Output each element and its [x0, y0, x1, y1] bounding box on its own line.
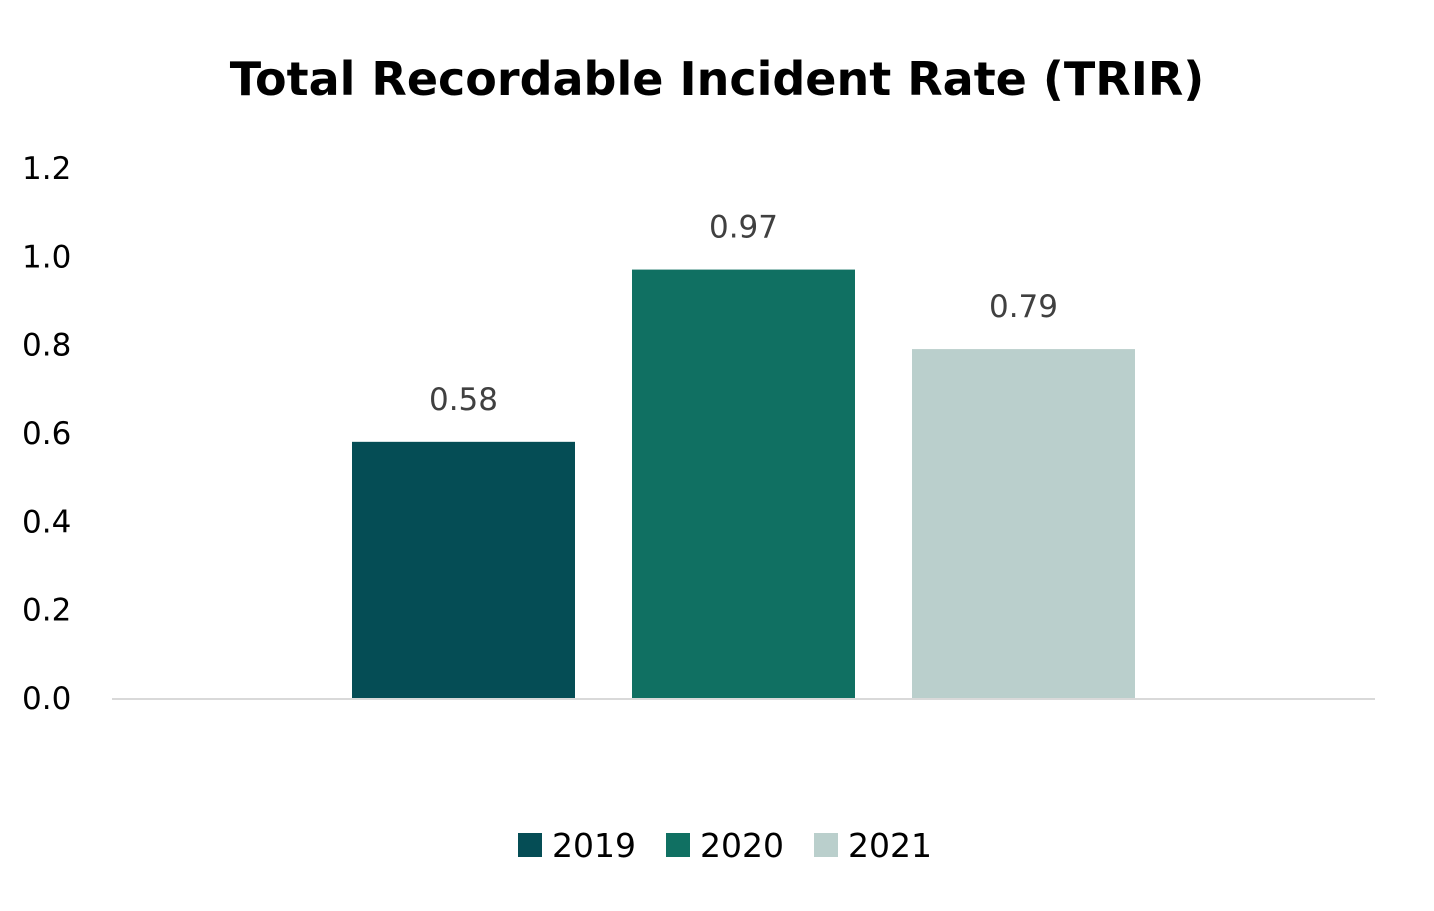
legend-item-2020[interactable]: 2020: [666, 826, 784, 865]
bar-2019[interactable]: [352, 441, 575, 698]
data-label-2019: 0.58: [429, 382, 498, 418]
legend-label: 2021: [848, 826, 932, 865]
bar-2021[interactable]: [912, 349, 1135, 698]
legend-item-2021[interactable]: 2021: [814, 826, 932, 865]
legend-item-2019[interactable]: 2019: [518, 826, 636, 865]
legend-label: 2019: [552, 826, 636, 865]
bars: [352, 269, 1135, 698]
y-tick-label: 0.2: [22, 593, 71, 629]
data-label-2020: 0.97: [709, 210, 778, 246]
bar-2020[interactable]: [632, 269, 855, 698]
chart-title: Total Recordable Incident Rate (TRIR): [230, 52, 1205, 106]
data-labels: 0.58 0.97 0.79: [429, 210, 1058, 418]
y-tick-label: 1.0: [22, 239, 71, 275]
y-tick-label: 1.2: [22, 151, 71, 187]
y-tick-label: 0.6: [22, 416, 71, 452]
legend-swatch: [518, 833, 542, 857]
legend-label: 2020: [700, 826, 784, 865]
y-tick-label: 0.0: [22, 681, 71, 717]
y-tick-label: 0.4: [22, 504, 71, 540]
legend-swatch: [666, 833, 690, 857]
data-label-2021: 0.79: [989, 289, 1058, 325]
legend[interactable]: 2019 2020 2021: [518, 826, 932, 865]
y-axis: 0.0 0.2 0.4 0.6 0.8 1.0 1.2: [22, 151, 71, 717]
legend-swatch: [814, 833, 838, 857]
y-tick-label: 0.8: [22, 328, 71, 364]
